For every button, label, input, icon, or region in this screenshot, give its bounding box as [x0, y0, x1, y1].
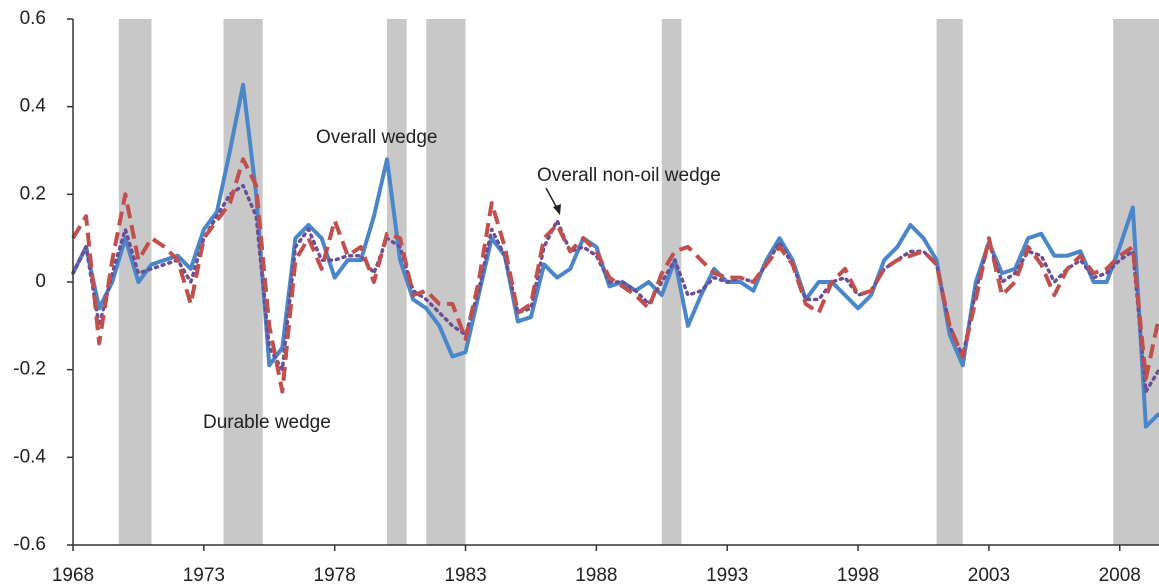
- recession-shade: [426, 19, 466, 545]
- annotation: Durable wedge: [203, 412, 331, 433]
- y-tick-label: 0.6: [20, 8, 46, 29]
- x-tick-label: 2008: [1099, 565, 1141, 586]
- annotation: Overall non-oil wedge: [537, 165, 721, 186]
- series-line: [71, 157, 1159, 394]
- y-tick-label: -0.2: [13, 359, 46, 380]
- recession-shade: [661, 19, 682, 545]
- y-tick-label: 0.4: [20, 96, 47, 117]
- x-tick-label: 2003: [968, 565, 1010, 586]
- recession-shades: [118, 19, 1159, 545]
- recession-shade: [118, 19, 152, 545]
- x-tick-label: 1998: [837, 565, 879, 586]
- x-tick-label: 1983: [444, 565, 486, 586]
- series-line: [71, 82, 1159, 429]
- y-tick-label: 0: [35, 271, 46, 292]
- x-tick-label: 1988: [575, 565, 617, 586]
- y-tick-label: 0.2: [20, 183, 46, 204]
- x-tick-label: 1973: [183, 565, 225, 586]
- series-line: [71, 183, 1159, 394]
- series-lines: [71, 82, 1159, 429]
- recession-shade: [387, 19, 407, 545]
- y-tick-label: -0.4: [13, 446, 46, 467]
- annotation-arrowhead: [553, 204, 561, 215]
- recession-shade: [223, 19, 263, 545]
- annotation: Overall wedge: [316, 127, 437, 148]
- x-tick-label: 1978: [314, 565, 356, 586]
- x-tick-label: 1968: [52, 565, 94, 586]
- axes: 0.6 0.4 0.2 0 -0.2 -0.4 -0.6 1968 1973 1978 1983 19…: [13, 8, 1159, 586]
- y-tick-label: -0.6: [13, 534, 46, 555]
- x-tick-label: 1993: [706, 565, 748, 586]
